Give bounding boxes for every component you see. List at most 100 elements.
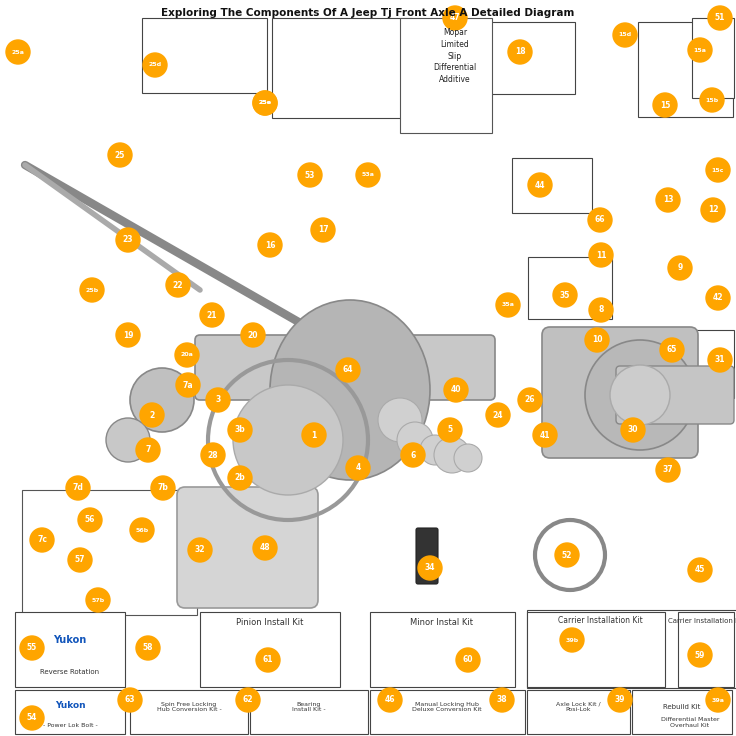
Text: Carrier Installation Kit: Carrier Installation Kit — [668, 618, 736, 624]
Bar — [632, 688, 732, 734]
Circle shape — [116, 228, 140, 252]
Circle shape — [454, 444, 482, 472]
Circle shape — [708, 348, 732, 372]
Text: 57b: 57b — [91, 598, 105, 603]
Text: 34: 34 — [425, 564, 435, 573]
Text: 17: 17 — [318, 225, 328, 235]
Circle shape — [588, 208, 612, 232]
Circle shape — [336, 358, 360, 382]
Circle shape — [653, 93, 677, 117]
Circle shape — [175, 343, 199, 367]
FancyBboxPatch shape — [616, 366, 734, 424]
Text: 35: 35 — [560, 291, 570, 300]
Text: 15c: 15c — [712, 168, 724, 172]
Circle shape — [700, 88, 724, 112]
Text: 15: 15 — [659, 101, 670, 110]
Circle shape — [444, 378, 468, 402]
Text: 54: 54 — [26, 713, 38, 723]
Circle shape — [311, 218, 335, 242]
Bar — [632, 690, 732, 734]
Text: 39a: 39a — [712, 698, 724, 702]
Text: 20: 20 — [248, 330, 258, 339]
Text: 15b: 15b — [705, 97, 718, 102]
Text: 23: 23 — [123, 236, 133, 244]
Text: Yukon: Yukon — [54, 701, 85, 710]
Bar — [678, 612, 734, 687]
Circle shape — [253, 91, 277, 115]
Circle shape — [668, 256, 692, 280]
Bar — [370, 690, 525, 734]
Text: 15a: 15a — [693, 48, 707, 52]
Circle shape — [78, 508, 102, 532]
Bar — [400, 18, 492, 133]
Circle shape — [438, 418, 462, 442]
Text: 6: 6 — [411, 450, 416, 459]
Circle shape — [253, 536, 277, 560]
Text: 25d: 25d — [149, 63, 162, 68]
Circle shape — [688, 643, 712, 667]
Bar — [272, 18, 412, 118]
Text: 30: 30 — [628, 425, 638, 434]
Text: 25e: 25e — [258, 101, 272, 105]
FancyBboxPatch shape — [542, 327, 698, 458]
Circle shape — [176, 373, 200, 397]
Circle shape — [200, 303, 224, 327]
Ellipse shape — [270, 300, 430, 480]
Bar — [527, 690, 630, 734]
Circle shape — [258, 233, 282, 257]
Circle shape — [656, 188, 680, 212]
Circle shape — [608, 688, 632, 712]
Circle shape — [378, 688, 402, 712]
Text: 39b: 39b — [565, 637, 578, 643]
Circle shape — [356, 163, 380, 187]
Text: 10: 10 — [592, 336, 602, 344]
Text: 19: 19 — [123, 330, 133, 339]
Text: 12: 12 — [708, 205, 718, 214]
Text: 66: 66 — [595, 216, 605, 224]
Circle shape — [130, 368, 194, 432]
Text: 39: 39 — [615, 696, 626, 704]
Circle shape — [585, 328, 609, 352]
Text: 7: 7 — [145, 445, 151, 455]
Bar — [15, 612, 125, 687]
Text: 3: 3 — [216, 395, 221, 405]
Text: Yukon: Yukon — [54, 635, 87, 645]
Text: 7c: 7c — [37, 536, 47, 545]
Bar — [512, 158, 592, 213]
Text: 8: 8 — [598, 305, 604, 314]
FancyBboxPatch shape — [416, 528, 438, 584]
Text: 16: 16 — [265, 241, 275, 250]
Bar — [638, 22, 733, 117]
Text: 7d: 7d — [73, 484, 83, 492]
Circle shape — [706, 688, 730, 712]
Circle shape — [188, 538, 212, 562]
Text: 35a: 35a — [501, 302, 514, 308]
Text: 53a: 53a — [361, 172, 375, 177]
Circle shape — [660, 338, 684, 362]
Text: 48: 48 — [260, 543, 270, 553]
Circle shape — [136, 636, 160, 660]
Text: 56b: 56b — [135, 528, 149, 533]
Text: 56: 56 — [85, 515, 95, 525]
Text: 25a: 25a — [12, 49, 24, 54]
Bar — [528, 257, 612, 319]
Circle shape — [108, 143, 132, 167]
Text: 15d: 15d — [618, 32, 631, 38]
Text: 40: 40 — [450, 386, 461, 394]
Circle shape — [701, 198, 725, 222]
Circle shape — [136, 438, 160, 462]
Bar — [370, 612, 515, 687]
Circle shape — [688, 558, 712, 582]
Text: 51: 51 — [715, 13, 725, 23]
Circle shape — [253, 91, 277, 115]
Text: 65: 65 — [667, 345, 677, 355]
Circle shape — [621, 418, 645, 442]
Circle shape — [706, 158, 730, 182]
Text: 46: 46 — [385, 696, 395, 704]
Text: 25b: 25b — [85, 288, 99, 292]
Bar — [480, 22, 575, 94]
Circle shape — [86, 588, 110, 612]
Text: 11: 11 — [595, 250, 606, 260]
Circle shape — [418, 556, 442, 580]
Text: Reverse Rotation: Reverse Rotation — [40, 669, 99, 675]
